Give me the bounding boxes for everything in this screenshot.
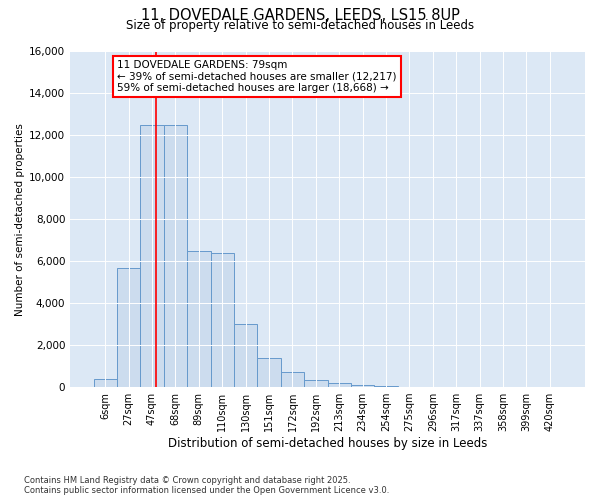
Bar [374,386,398,387]
Bar [211,253,234,387]
Text: Size of property relative to semi-detached houses in Leeds: Size of property relative to semi-detach… [126,19,474,32]
Bar [140,125,164,387]
Bar [187,251,211,387]
Bar [117,268,140,387]
Bar [234,324,257,387]
Bar [304,380,328,387]
Text: 11 DOVEDALE GARDENS: 79sqm
← 39% of semi-detached houses are smaller (12,217)
59: 11 DOVEDALE GARDENS: 79sqm ← 39% of semi… [117,60,397,93]
Bar [281,372,304,387]
X-axis label: Distribution of semi-detached houses by size in Leeds: Distribution of semi-detached houses by … [168,437,487,450]
Bar [164,125,187,387]
Bar [257,358,281,387]
Text: Contains HM Land Registry data © Crown copyright and database right 2025.
Contai: Contains HM Land Registry data © Crown c… [24,476,389,495]
Bar [351,385,374,387]
Bar [328,383,351,387]
Text: 11, DOVEDALE GARDENS, LEEDS, LS15 8UP: 11, DOVEDALE GARDENS, LEEDS, LS15 8UP [140,8,460,22]
Y-axis label: Number of semi-detached properties: Number of semi-detached properties [15,123,25,316]
Bar [94,378,117,387]
